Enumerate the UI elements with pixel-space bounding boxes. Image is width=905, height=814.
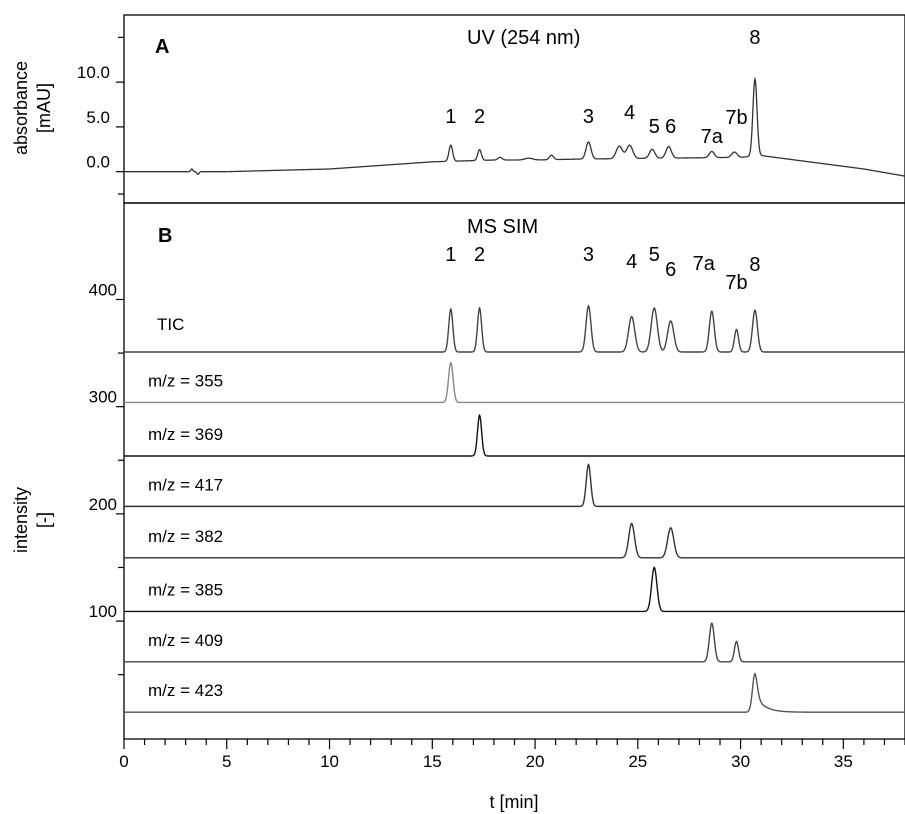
panel-a-title: UV (254 nm): [467, 27, 580, 49]
y-tick-label-a: 10.0: [77, 63, 110, 82]
trace-mz-417: [124, 465, 905, 507]
peak-label-a-4: 4: [624, 102, 635, 124]
peak-label-a-5: 5: [649, 116, 660, 138]
trace-label-mz: m/z = 409: [148, 631, 223, 650]
panel-a-ylabel-line2: [mAU]: [34, 83, 54, 133]
trace-label-tic: TIC: [157, 315, 184, 334]
trace-mz-385: [124, 567, 905, 611]
panel-a-letter: A: [155, 36, 169, 58]
panel-b-letter: B: [158, 225, 172, 247]
peak-label-b-5: 5: [649, 244, 660, 266]
trace-mz-382: [124, 524, 905, 558]
peak-label-b-4: 4: [626, 251, 637, 273]
peak-label-b-7a: 7a: [693, 253, 716, 275]
x-tick-label: 35: [834, 752, 853, 771]
peak-label-b-3: 3: [583, 244, 594, 266]
x-tick-label: 20: [526, 752, 545, 771]
trace-label-mz: m/z = 423: [148, 681, 223, 700]
y-tick-label-b: 200: [89, 495, 117, 514]
trace-label-mz: m/z = 369: [148, 425, 223, 444]
trace-mz-355: [124, 363, 905, 403]
x-tick-label: 30: [731, 752, 750, 771]
traces: [124, 79, 905, 712]
trace-mz-369: [124, 415, 905, 456]
trace-mz-423: [124, 674, 905, 713]
peak-label-b-7b: 7b: [725, 272, 747, 294]
peak-label-b-1: 1: [445, 244, 456, 266]
trace-tic: [124, 306, 905, 352]
x-tick-label: 0: [119, 752, 128, 771]
peak-label-a-6: 6: [665, 116, 676, 138]
trace-label-mz: m/z = 355: [148, 371, 223, 390]
x-tick-label: 10: [320, 752, 339, 771]
peak-label-a-1: 1: [445, 106, 456, 128]
x-tick-label: 15: [423, 752, 442, 771]
panel-b-title: MS SIM: [467, 216, 538, 238]
x-tick-label: 5: [222, 752, 231, 771]
panel-a-ylabel-line1: absorbance: [11, 61, 31, 155]
y-tick-label-b: 300: [89, 388, 117, 407]
peak-label-b-2: 2: [474, 244, 485, 266]
panel-b-frame: [124, 203, 905, 739]
x-tick-label: 25: [628, 752, 647, 771]
trace-label-mz: m/z = 385: [148, 580, 223, 599]
y-tick-label-a: 5.0: [86, 108, 110, 127]
trace-label-mz: m/z = 417: [148, 475, 223, 494]
peak-label-a-7a: 7a: [701, 126, 724, 148]
peak-labels: TIC m/z = 355 m/z = 369 m/z = 417 m/z = 382 m…: [148, 27, 761, 700]
panel-b-ylabel-line2: [-]: [34, 512, 54, 528]
peak-label-a-8: 8: [749, 27, 760, 49]
peak-label-b-6: 6: [665, 259, 676, 281]
panel-b-ylabel-line1: intensity: [11, 487, 31, 553]
peak-label-a-7b: 7b: [725, 107, 747, 129]
y-tick-label-b: 100: [89, 602, 117, 621]
y-tick-label-b: 400: [89, 280, 117, 299]
peak-label-a-3: 3: [583, 106, 594, 128]
peak-label-b-8: 8: [749, 254, 760, 276]
peak-label-a-2: 2: [474, 106, 485, 128]
trace-label-mz: m/z = 382: [148, 527, 223, 546]
uv-trace: [124, 79, 905, 176]
y-tick-label-a: 0.0: [86, 153, 110, 172]
trace-mz-409: [124, 623, 905, 662]
x-axis-title: t [min]: [489, 792, 538, 812]
